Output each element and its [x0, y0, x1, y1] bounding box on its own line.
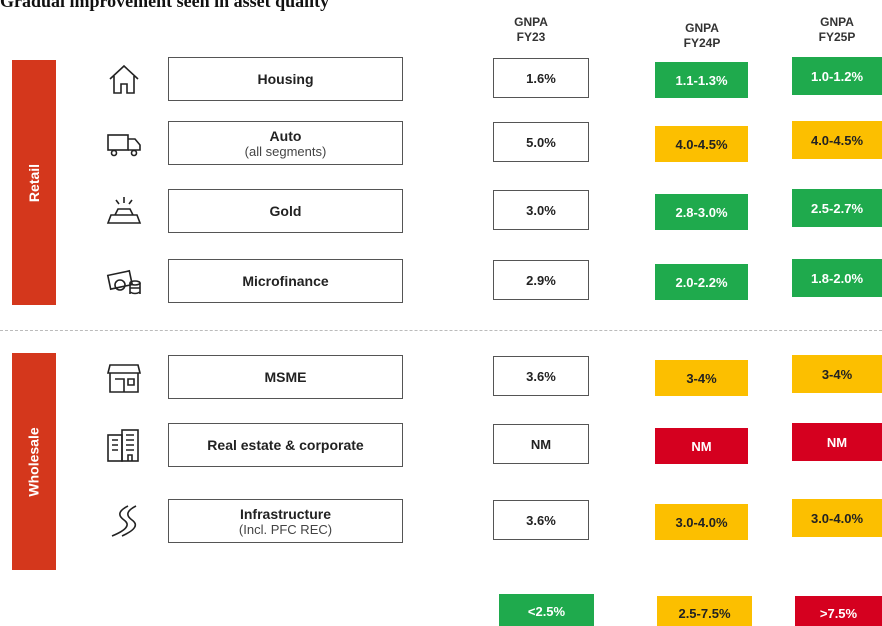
fy24p-value: 3.0-4.0%	[655, 504, 748, 540]
row-note: (Incl. PFC REC)	[238, 521, 333, 537]
row-name-box: Infrastructure (Incl. PFC REC)	[168, 499, 403, 543]
icon	[107, 134, 141, 157]
fy23-value: 5.0%	[493, 122, 589, 162]
segment-text: Retail	[26, 163, 42, 202]
icon	[106, 269, 141, 295]
icon	[109, 64, 139, 94]
row-name-box: Housing	[168, 57, 403, 101]
fy24p-value: 1.1-1.3%	[655, 62, 748, 98]
row-name-box: MSME	[168, 355, 403, 399]
segment-text: Wholesale	[26, 426, 42, 497]
row-note: (all segments)	[244, 143, 327, 159]
row-name: Auto	[269, 127, 302, 144]
fy23-value: 3.6%	[493, 356, 589, 396]
fy23-value: 2.9%	[493, 260, 589, 300]
row-name: Housing	[257, 71, 314, 87]
fy24p-value: 4.0-4.5%	[655, 126, 748, 162]
fy23-value: 3.0%	[493, 190, 589, 230]
fy23-value: 3.6%	[493, 500, 589, 540]
fy25p-value: 2.5-2.7%	[792, 189, 882, 227]
row-name: MSME	[264, 369, 307, 385]
header-fy25p: GNPA FY25P	[818, 15, 856, 44]
row-name-box: Gold	[168, 189, 403, 233]
fy25p-value: 1.0-1.2%	[792, 57, 882, 95]
row-name: Infrastructure	[239, 505, 332, 522]
legend-item: >7.5%	[795, 596, 882, 626]
fy25p-value: 3-4%	[792, 355, 882, 393]
row-name: Gold	[269, 203, 302, 219]
icon	[106, 364, 142, 393]
row-name: Microfinance	[242, 273, 329, 289]
icon	[106, 197, 142, 224]
fy25p-value: 1.8-2.0%	[792, 259, 882, 297]
row-name-box: Real estate & corporate	[168, 423, 403, 467]
row-name: Real estate & corporate	[207, 437, 364, 453]
fy24p-value: 3-4%	[655, 360, 748, 396]
fy25p-value: 4.0-4.5%	[792, 121, 882, 159]
row-name-box: Auto (all segments)	[168, 121, 403, 165]
fy24p-value: NM	[655, 428, 748, 464]
icon	[111, 505, 137, 537]
fy23-value: NM	[493, 424, 589, 464]
title: Gradual improvement seen in asset qualit…	[0, 0, 330, 11]
segment-label: Retail	[12, 60, 56, 305]
divider	[0, 330, 882, 331]
fy25p-value: 3.0-4.0%	[792, 499, 882, 537]
header-fy23: GNPA FY23	[514, 15, 548, 44]
header-fy24p: GNPA FY24P	[683, 21, 721, 50]
fy25p-value: NM	[792, 423, 882, 461]
fy24p-value: 2.8-3.0%	[655, 194, 748, 230]
segment-label: Wholesale	[12, 353, 56, 570]
row-name-box: Microfinance	[168, 259, 403, 303]
icon	[107, 429, 139, 462]
fy23-value: 1.6%	[493, 58, 589, 98]
fy24p-value: 2.0-2.2%	[655, 264, 748, 300]
legend-item: 2.5-7.5%	[657, 596, 752, 626]
legend-item: <2.5%	[499, 594, 594, 626]
